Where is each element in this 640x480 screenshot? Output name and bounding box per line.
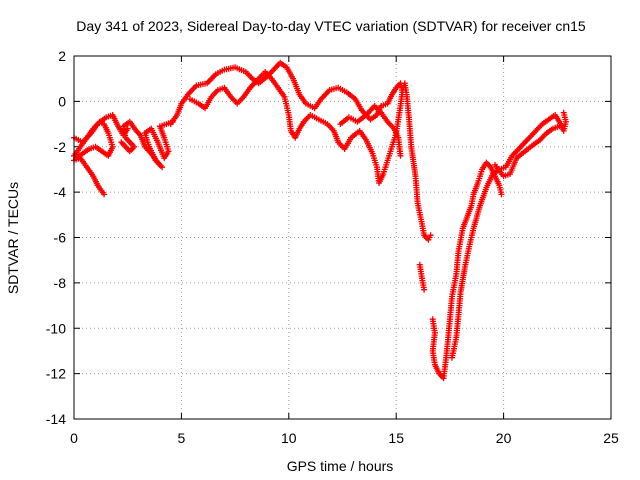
y-tick-label: -8 (54, 275, 67, 291)
x-axis-label: GPS time / hours (287, 458, 394, 474)
chart-title: Day 341 of 2023, Sidereal Day-to-day VTE… (76, 18, 586, 34)
x-tick-label: 5 (178, 430, 186, 446)
y-tick-label: -12 (46, 366, 66, 382)
x-tick-label: 0 (70, 430, 78, 446)
y-tick-label: -10 (46, 320, 66, 336)
data-series (71, 59, 569, 382)
y-tick-label: -2 (54, 139, 67, 155)
series-trace-f (187, 68, 307, 141)
y-tick-label: 0 (58, 93, 66, 109)
series-trace-c (71, 155, 108, 198)
y-tick-labels: -14 -12 -10 -8 -6 -4 -2 0 2 (46, 48, 66, 427)
x-tick-label: 15 (388, 430, 404, 446)
y-tick-label: -14 (46, 411, 66, 427)
series-trace-g (300, 80, 434, 243)
data-point (556, 123, 563, 130)
series-trace-h (416, 261, 428, 293)
x-tick-label: 25 (603, 430, 619, 446)
x-tick-labels: 0 5 10 15 20 25 (70, 430, 619, 446)
plot-frame (73, 55, 612, 420)
data-point (101, 191, 108, 198)
y-tick-label: -4 (54, 184, 67, 200)
grid (74, 56, 611, 419)
series-trace-k (492, 123, 563, 180)
data-point (560, 109, 567, 116)
series-trace-l (337, 102, 404, 159)
y-tick-label: -6 (54, 230, 67, 246)
series-trace-i (429, 159, 505, 382)
data-point (498, 191, 505, 198)
data-point (421, 286, 428, 293)
series-trace-d (118, 118, 176, 171)
series-line (431, 161, 503, 380)
y-axis-label: SDTVAR / TECUs (5, 182, 21, 294)
x-tick-label: 20 (496, 430, 512, 446)
x-tick-label: 10 (281, 430, 297, 446)
series-trace-j (449, 109, 569, 361)
y-tick-label: 2 (58, 48, 66, 64)
data-point (427, 232, 434, 239)
data-point (397, 152, 404, 159)
